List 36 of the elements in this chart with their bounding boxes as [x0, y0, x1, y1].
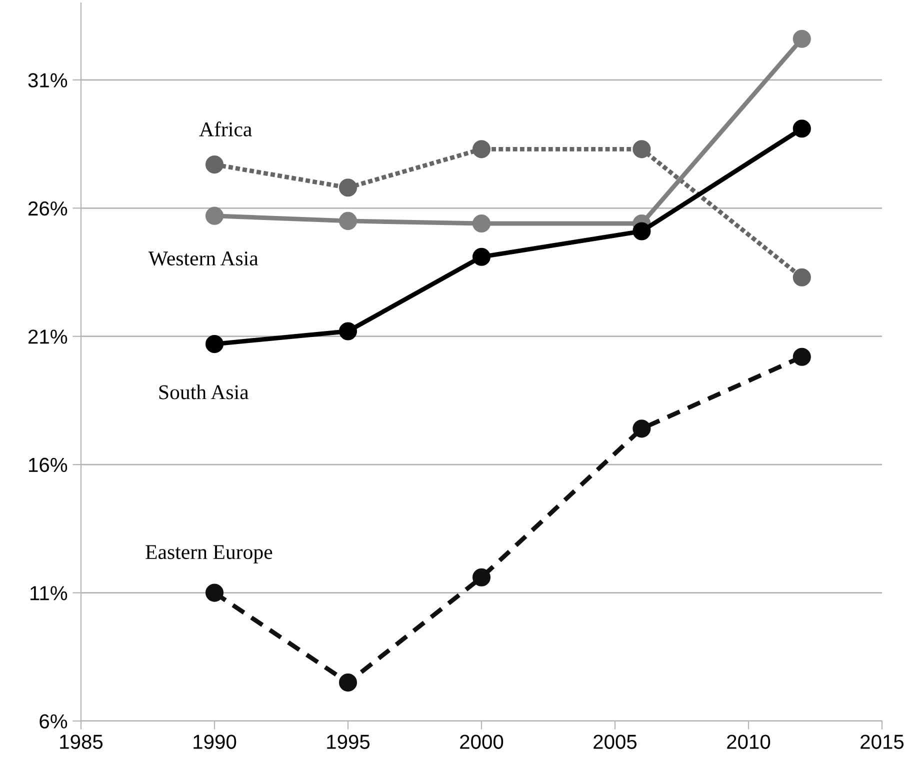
point [338, 322, 358, 340]
y-tick-label: 21% [28, 330, 68, 344]
point [792, 30, 811, 48]
point [792, 268, 811, 286]
x-tick-label: 1990 [194, 734, 236, 749]
point [338, 212, 358, 230]
x-tick-label: 2005 [594, 734, 637, 749]
y-tick-label: 16% [29, 458, 68, 472]
point [472, 568, 491, 586]
point [472, 248, 491, 266]
y-tick-label: 6% [40, 714, 68, 728]
x-tick-label: 2015 [860, 734, 904, 749]
series-label: South Asia [159, 384, 249, 400]
point [205, 335, 224, 354]
x-tick-label: 1985 [60, 734, 103, 749]
y-tick-label: 26% [28, 201, 68, 216]
series-label: Western Asia [148, 251, 258, 266]
point [205, 156, 224, 174]
x-tick-label: 2010 [727, 734, 770, 749]
y-tick-label: 11% [30, 586, 68, 600]
point [338, 178, 358, 197]
point [472, 140, 491, 158]
point [205, 584, 224, 602]
x-tick-label: 1995 [327, 734, 370, 749]
y-tick-label: 31% [28, 73, 68, 88]
point [205, 206, 224, 225]
series-label: Eastern Europe [146, 545, 272, 564]
point [472, 214, 491, 233]
point [338, 674, 358, 692]
point [632, 420, 651, 438]
point [792, 348, 811, 366]
point [792, 120, 811, 138]
x-tick-label: 2000 [460, 734, 504, 749]
point [632, 222, 651, 240]
point [632, 140, 651, 158]
series-label: Africa [199, 122, 252, 136]
